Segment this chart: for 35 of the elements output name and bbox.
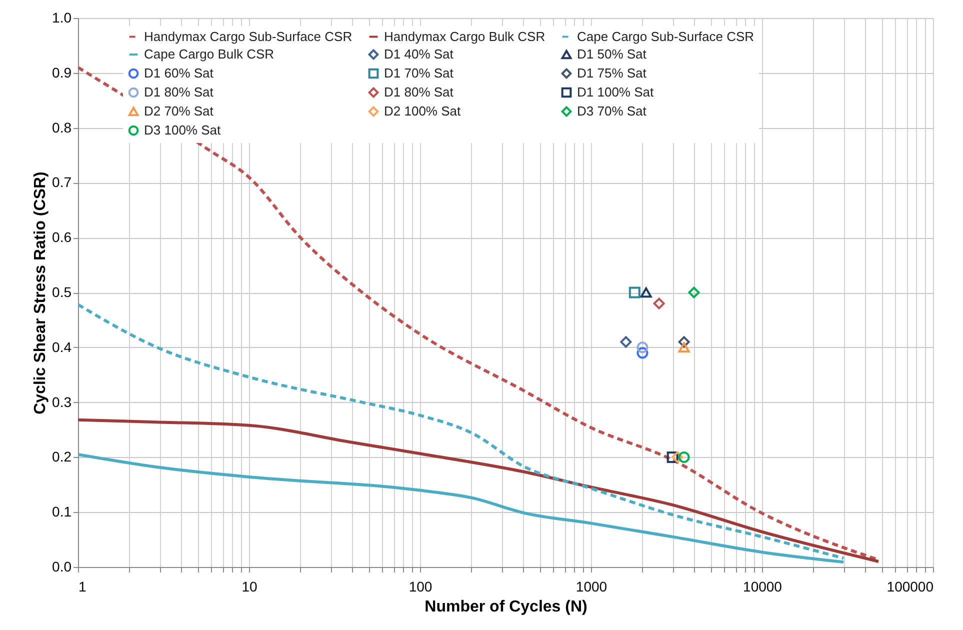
legend-label: D2 100% Sat — [384, 104, 461, 118]
legend-label: D1 60% Sat — [144, 66, 214, 80]
x-axis-title: Number of Cycles (N) — [424, 598, 588, 616]
x-tick-label: 100000 — [886, 578, 934, 594]
x-tick-label: 10 — [242, 578, 258, 594]
y-tick-label: 0.2 — [52, 448, 72, 465]
y-tick-label: 0.7 — [52, 174, 72, 190]
y-axis-title: Cyclic Shear Stress Ratio (CSR) — [32, 172, 50, 414]
legend-label: D3 70% Sat — [577, 104, 647, 118]
y-tick-label: 0.0 — [52, 558, 72, 574]
legend-label: D1 50% Sat — [577, 46, 647, 62]
y-tick-label: 0.5 — [52, 284, 72, 300]
legend-label: D1 100% Sat — [577, 84, 654, 100]
legend-label: D1 40% Sat — [384, 46, 454, 62]
legend-label: Cape Cargo Sub-Surface CSR — [577, 28, 754, 44]
x-tick-label: 1 — [78, 578, 86, 594]
legend-label: Handymax Cargo Sub-Surface CSR — [144, 28, 352, 44]
legend-label: Handymax Cargo Bulk CSR — [384, 28, 546, 44]
legend-label: D2 70% Sat — [144, 104, 214, 118]
legend-label: D1 75% Sat — [577, 66, 647, 80]
x-tick-label: 1000 — [576, 578, 608, 594]
legend-label: Cape Cargo Bulk CSR — [144, 46, 274, 62]
y-tick-label: 0.9 — [52, 64, 72, 80]
legend-label: D3 100% Sat — [144, 122, 221, 138]
y-tick-label: 0.3 — [52, 394, 72, 410]
y-tick-label: 0.6 — [52, 229, 72, 246]
legend-label: D1 80% Sat — [144, 84, 214, 100]
y-tick-label: 0.1 — [52, 504, 72, 520]
x-tick-label: 100 — [408, 578, 432, 594]
y-tick-label: 1.0 — [52, 10, 72, 26]
legend-label: D1 80% Sat — [384, 84, 454, 100]
x-tick-label: 10000 — [743, 578, 782, 594]
legend-label: D1 70% Sat — [384, 66, 454, 80]
y-tick-label: 0.8 — [52, 119, 72, 136]
y-tick-label: 0.4 — [52, 338, 72, 355]
